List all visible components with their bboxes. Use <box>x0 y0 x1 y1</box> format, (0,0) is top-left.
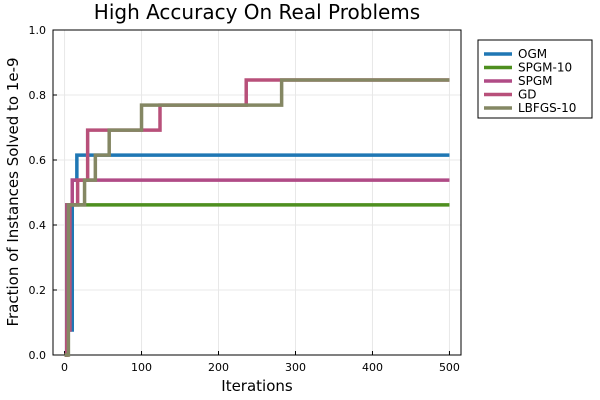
x-tick-label: 300 <box>285 361 306 374</box>
y-tick-label: 0.4 <box>29 219 47 232</box>
legend-label: GD <box>518 88 537 102</box>
y-tick-label: 0.0 <box>29 349 47 362</box>
legend-label: LBFGS-10 <box>518 101 576 115</box>
x-tick-label: 400 <box>362 361 383 374</box>
x-tick-label: 200 <box>208 361 229 374</box>
series-line-gd <box>64 78 450 357</box>
y-tick-label: 1.0 <box>29 24 47 37</box>
legend-label: SPGM-10 <box>518 61 572 75</box>
series-line-lbfgs-10 <box>64 78 450 357</box>
x-tick-label: 500 <box>439 361 460 374</box>
y-tick-label: 0.2 <box>29 284 47 297</box>
y-tick-labels: 0.0 0.2 0.4 0.6 0.8 1.0 <box>29 24 57 362</box>
y-axis-label: Fraction of Instances Solved to 1e-9 <box>4 57 22 326</box>
x-axis-label: Iterations <box>221 377 293 395</box>
series-layer <box>64 78 450 357</box>
x-tick-label: 100 <box>131 361 152 374</box>
x-tick-labels: 0 100 200 300 400 500 <box>61 351 460 374</box>
series-line-ogm <box>64 153 450 357</box>
series-line-spgm-10 <box>64 203 450 357</box>
x-tick-label: 0 <box>61 361 68 374</box>
legend-label: SPGM <box>518 74 553 88</box>
y-tick-label: 0.8 <box>29 89 47 102</box>
plot-frame <box>52 29 462 356</box>
y-tick-label: 0.6 <box>29 154 47 167</box>
legend-label: OGM <box>518 47 547 61</box>
chart-title: High Accuracy On Real Problems <box>94 0 420 24</box>
